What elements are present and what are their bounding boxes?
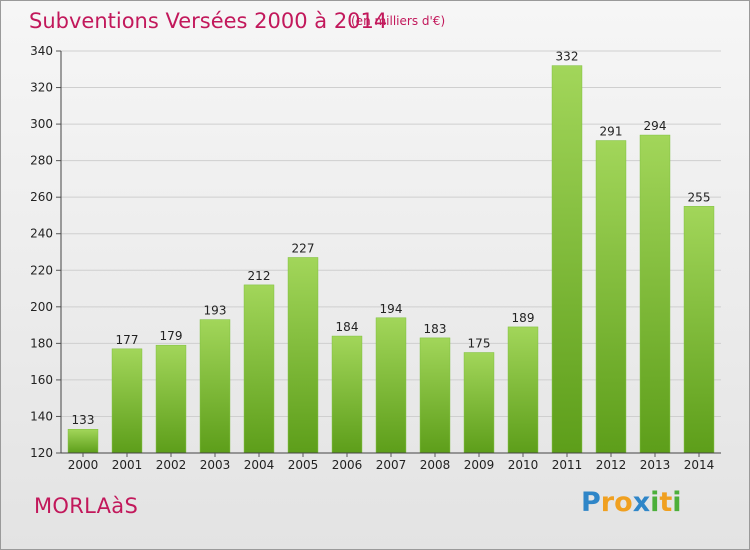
y-tick-label: 120 — [30, 446, 53, 460]
data-label: 294 — [644, 119, 667, 133]
x-tick-label: 2011 — [552, 458, 583, 472]
chart-title: Subventions Versées 2000 à 2014 — [29, 9, 388, 33]
bar — [111, 348, 143, 454]
y-tick-label: 160 — [30, 373, 53, 387]
data-label: 175 — [468, 337, 491, 351]
logo-letter: r — [600, 487, 615, 518]
y-tick-label: 280 — [30, 154, 53, 168]
y-tick-label: 200 — [30, 300, 53, 314]
x-tick-label: 2003 — [200, 458, 231, 472]
bar — [243, 284, 275, 454]
bar — [463, 352, 495, 454]
bar — [67, 428, 99, 454]
logo-letter: P — [581, 487, 601, 518]
x-tick-label: 2001 — [112, 458, 143, 472]
x-tick-label: 2010 — [508, 458, 539, 472]
data-label: 177 — [116, 333, 139, 347]
x-tick-label: 2006 — [332, 458, 363, 472]
logo-letter: i — [650, 487, 660, 518]
y-tick-label: 320 — [30, 81, 53, 95]
data-label: 291 — [600, 125, 623, 139]
data-label: 194 — [380, 302, 403, 316]
x-tick-label: 2002 — [156, 458, 187, 472]
bar — [507, 326, 539, 454]
x-tick-label: 2000 — [68, 458, 99, 472]
data-label: 184 — [336, 320, 359, 334]
chart-subtitle: (en milliers d'€) — [351, 14, 446, 28]
bar — [639, 134, 671, 454]
y-tick-label: 220 — [30, 263, 53, 277]
data-labels: 133 177 179 193 212 227 184 194 183 175 189 332 291 2… — [72, 50, 711, 428]
data-label: 332 — [556, 50, 579, 64]
data-label: 133 — [72, 413, 95, 427]
logo-letter: t — [659, 487, 673, 518]
x-tick-label: 2004 — [244, 458, 275, 472]
x-tick-label: 2012 — [596, 458, 627, 472]
y-tick-label: 300 — [30, 117, 53, 131]
data-label: 212 — [248, 269, 271, 283]
x-tick-label: 2008 — [420, 458, 451, 472]
data-label: 193 — [204, 304, 227, 318]
x-tick-labels: 2000 2001 2002 2003 2004 2005 2006 2007 2008 2009… — [68, 458, 715, 472]
bar — [551, 65, 583, 454]
data-label: 179 — [160, 329, 183, 343]
city-name: MORLAàS — [34, 494, 139, 518]
x-tick-label: 2005 — [288, 458, 319, 472]
bar — [375, 317, 407, 454]
bars-group — [67, 65, 715, 454]
proxiti-logo: Proxiti — [581, 487, 682, 518]
data-label: 227 — [292, 241, 315, 255]
bar — [331, 335, 363, 454]
bar — [155, 344, 187, 454]
logo-letter: i — [672, 487, 682, 518]
bar — [287, 257, 319, 454]
data-label: 183 — [424, 322, 447, 336]
y-tick-labels: 120 140 160 180 200 220 240 260 280 300 320 340 — [30, 44, 53, 460]
data-label: 255 — [688, 190, 711, 204]
bar — [199, 319, 231, 454]
y-tick-label: 180 — [30, 336, 53, 350]
axes — [60, 51, 721, 457]
y-tick-label: 260 — [30, 190, 53, 204]
x-tick-label: 2009 — [464, 458, 495, 472]
x-tick-label: 2014 — [684, 458, 715, 472]
bar — [683, 206, 715, 454]
logo-letter: x — [632, 487, 651, 518]
y-tick-label: 140 — [30, 409, 53, 423]
bar — [595, 140, 627, 454]
x-tick-label: 2007 — [376, 458, 407, 472]
data-label: 189 — [512, 311, 535, 325]
bar — [419, 337, 451, 454]
x-tick-label: 2013 — [640, 458, 671, 472]
y-tick-label: 240 — [30, 227, 53, 241]
logo-letter: o — [614, 487, 633, 518]
y-tick-label: 340 — [30, 44, 53, 58]
